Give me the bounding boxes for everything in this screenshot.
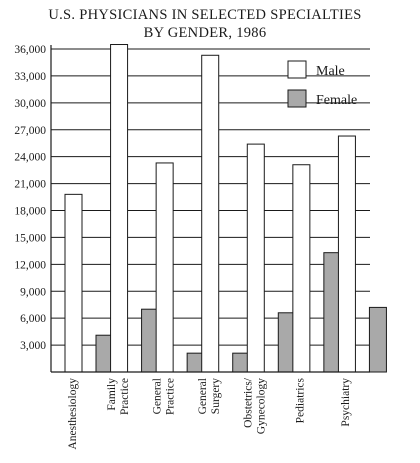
x-category-label: Anesthesiology	[67, 378, 79, 450]
x-category-label: GeneralPractice	[151, 378, 176, 415]
chart-subtitle: BY GENDER, 1986	[144, 25, 267, 41]
y-tick-label: 15,000	[14, 232, 46, 244]
bar-male	[201, 54, 220, 373]
legend: Male Female	[287, 60, 357, 108]
x-category-label: GeneralSurgery	[197, 378, 222, 415]
x-category-label: Pediatrics	[295, 377, 307, 423]
x-category-label: FamilyPractice	[106, 378, 131, 415]
bar-male	[292, 164, 311, 373]
x-category-label: Obstetrics/Gynecology	[243, 377, 268, 434]
legend-female-swatch	[287, 89, 307, 108]
legend-female-label: Female	[316, 93, 357, 108]
bar-male	[337, 135, 356, 373]
bar-female	[368, 306, 387, 373]
axes	[50, 45, 370, 373]
y-tick-label: 21,000	[14, 179, 46, 191]
y-tick-label: 12,000	[14, 259, 46, 271]
y-tick-label: 3,000	[20, 340, 46, 352]
y-tick-label: 30,000	[14, 98, 46, 110]
y-tick-label: 9,000	[20, 286, 46, 298]
x-category-label: Psychiatry	[340, 378, 352, 427]
bar-male	[155, 162, 174, 373]
legend-male-label: Male	[316, 64, 345, 79]
bar-male	[64, 193, 83, 373]
bar-male	[246, 143, 265, 373]
y-axis-tick-labels: 3,000 6,000 9,000 12,000 15,000 18,000 21,000 2…	[14, 44, 46, 352]
y-tick-label: 33,000	[14, 71, 46, 83]
y-tick-label: 24,000	[14, 152, 46, 164]
chart-title: U.S. PHYSICIANS IN SELECTED SPECIALTIES	[48, 7, 361, 23]
y-tick-label: 18,000	[14, 206, 46, 218]
legend-male-swatch	[287, 60, 307, 79]
y-tick-label: 6,000	[20, 313, 46, 325]
x-axis-category-labels: Anesthesiology FamilyPractice GeneralPract…	[67, 377, 352, 449]
bar-male	[110, 44, 129, 373]
y-tick-label: 27,000	[14, 125, 46, 137]
y-tick-label: 36,000	[14, 44, 46, 56]
